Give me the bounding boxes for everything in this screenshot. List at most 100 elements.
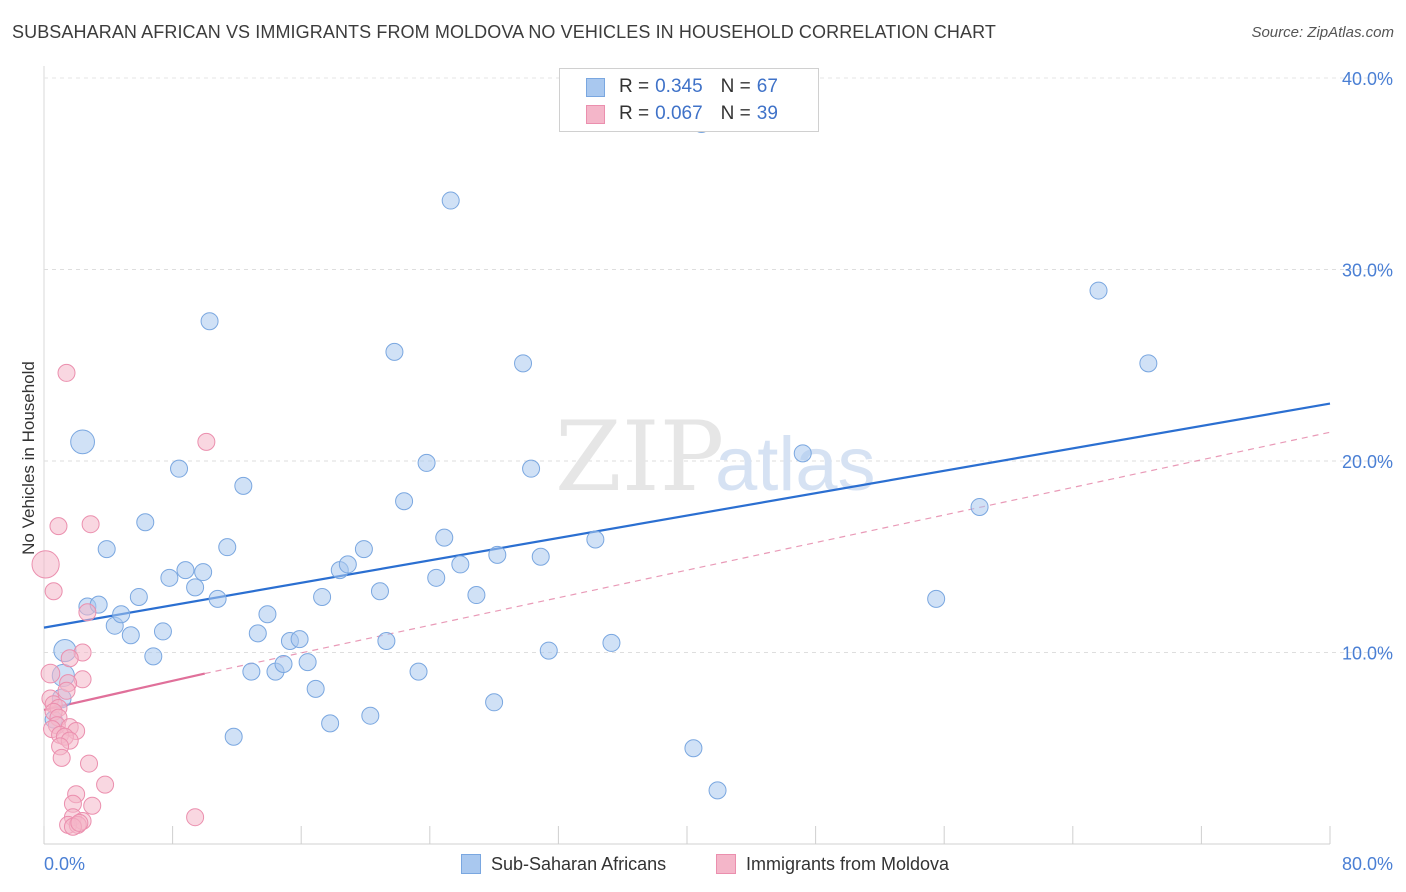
point-sub-saharan <box>409 662 428 681</box>
point-sub-saharan <box>361 706 380 725</box>
point-sub-saharan <box>338 555 357 574</box>
watermark-zip: ZIP <box>555 401 724 513</box>
point-sub-saharan <box>97 540 116 559</box>
y-axis-title: No Vehicles in Household <box>19 361 38 555</box>
point-sub-saharan <box>144 647 163 666</box>
point-sub-saharan <box>290 630 309 649</box>
point-sub-saharan <box>153 622 172 641</box>
legend-r-label: R = <box>619 76 650 97</box>
point-moldova <box>80 754 99 773</box>
y-tick-label: 10.0% <box>1342 644 1393 664</box>
x-tick-label-max: 80.0% <box>1342 854 1393 874</box>
watermark-atlas: atlas <box>715 422 876 507</box>
point-moldova <box>83 796 102 815</box>
point-sub-saharan <box>417 453 436 472</box>
point-moldova <box>186 808 205 827</box>
point-sub-saharan <box>684 739 703 758</box>
data-points <box>31 114 1158 836</box>
point-moldova <box>78 603 97 622</box>
point-sub-saharan <box>200 312 219 331</box>
point-moldova <box>60 649 79 668</box>
trend-line-moldova-extended <box>204 431 1331 675</box>
chart-title: SUBSAHARAN AFRICAN VS IMMIGRANTS FROM MO… <box>12 22 996 42</box>
point-moldova <box>52 748 71 767</box>
source-label: Source: ZipAtlas.com <box>1251 24 1394 41</box>
point-sub-saharan <box>321 714 340 733</box>
point-sub-saharan <box>129 587 148 606</box>
point-sub-saharan <box>258 605 277 624</box>
point-moldova <box>70 813 89 832</box>
legend-r-value: 0.345 <box>655 76 703 97</box>
legend-n-value: 39 <box>756 103 778 124</box>
point-sub-saharan <box>370 582 389 601</box>
point-sub-saharan <box>242 662 261 681</box>
point-moldova <box>40 663 61 684</box>
y-tick-label: 20.0% <box>1342 452 1393 472</box>
point-sub-saharan <box>451 555 470 574</box>
legend-n-label: N = <box>720 103 751 124</box>
legend: R = 0.345 N = 67 R = 0.067 N = 39 <box>559 68 819 132</box>
point-sub-saharan <box>427 568 446 587</box>
y-tick-labels: 10.0% 20.0% 30.0% 40.0% <box>1342 69 1393 664</box>
legend-r-value: 0.067 <box>655 103 703 124</box>
point-moldova <box>44 582 63 601</box>
point-sub-saharan <box>234 476 253 495</box>
point-moldova <box>57 681 76 700</box>
point-sub-saharan <box>602 633 621 652</box>
legend-n-value: 67 <box>756 76 778 97</box>
point-sub-saharan <box>176 561 195 580</box>
y-tick-label: 30.0% <box>1342 261 1393 281</box>
point-sub-saharan <box>522 459 541 478</box>
point-sub-saharan <box>208 589 227 608</box>
legend-r-label: R = <box>619 103 650 124</box>
point-moldova <box>49 517 68 536</box>
point-sub-saharan <box>514 354 533 373</box>
point-moldova <box>197 432 216 451</box>
bottom-legend-sub-saharan: Sub-Saharan Africans <box>461 852 666 876</box>
point-sub-saharan <box>112 605 131 624</box>
point-sub-saharan <box>927 589 946 608</box>
point-moldova <box>57 363 76 382</box>
y-tick-label: 40.0% <box>1342 69 1393 89</box>
point-sub-saharan <box>586 530 605 549</box>
point-sub-saharan <box>194 563 213 582</box>
point-sub-saharan <box>467 586 486 605</box>
point-sub-saharan <box>354 540 373 559</box>
trend-line-sub-saharan <box>43 402 1331 629</box>
point-moldova <box>81 515 100 534</box>
point-sub-saharan <box>441 191 460 210</box>
point-sub-saharan <box>70 429 95 455</box>
point-sub-saharan <box>531 547 550 566</box>
point-sub-saharan <box>170 459 189 478</box>
legend-swatch-pink <box>586 104 605 124</box>
point-sub-saharan <box>377 632 396 651</box>
point-sub-saharan <box>395 492 414 511</box>
point-sub-saharan <box>298 653 317 672</box>
bottom-legend-label-moldova: Immigrants from Moldova <box>746 853 950 874</box>
bottom-legend-swatch-blue <box>461 854 481 874</box>
bottom-legend-swatch-pink <box>716 854 736 874</box>
trend-lines <box>43 402 1331 712</box>
x-tick-label-min: 0.0% <box>44 854 85 874</box>
legend-swatch-blue <box>586 77 605 97</box>
point-sub-saharan <box>970 497 989 516</box>
point-sub-saharan <box>1139 354 1158 373</box>
legend-row-moldova: R = 0.067 N = 39 <box>586 102 778 126</box>
point-moldova <box>96 775 115 794</box>
point-sub-saharan <box>248 624 267 643</box>
legend-row-sub-saharan: R = 0.345 N = 67 <box>586 75 778 99</box>
point-sub-saharan <box>186 578 205 597</box>
point-moldova <box>31 550 60 579</box>
bottom-legend-label-sub-saharan: Sub-Saharan Africans <box>491 853 667 874</box>
point-sub-saharan <box>274 654 293 673</box>
point-sub-saharan <box>793 444 812 463</box>
point-sub-saharan <box>160 568 179 587</box>
point-sub-saharan <box>306 679 325 698</box>
x-ticks <box>43 826 1331 844</box>
point-sub-saharan <box>385 342 404 361</box>
point-sub-saharan <box>708 781 727 800</box>
point-sub-saharan <box>136 513 155 532</box>
legend-n-label: N = <box>720 76 751 97</box>
point-sub-saharan <box>435 528 454 547</box>
